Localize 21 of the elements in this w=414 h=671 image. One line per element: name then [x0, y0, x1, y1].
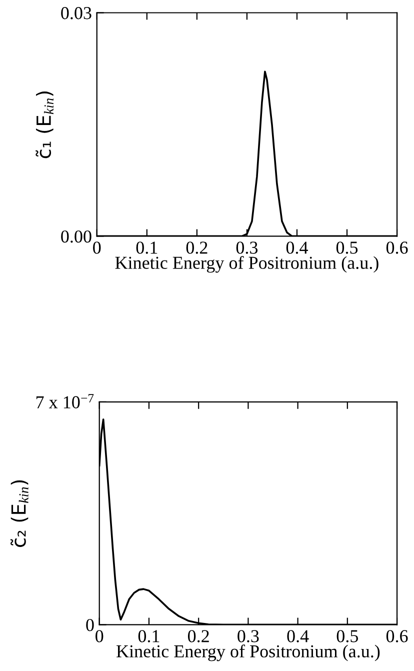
y-tick-label: 0: [86, 618, 94, 632]
x-tick-label: 0.2: [186, 242, 208, 254]
x-tick-label: 0.2: [188, 630, 209, 642]
x-tick-label: 0.3: [236, 242, 258, 254]
x-axis-title: Kinetic Energy of Positronium (a.u.): [115, 256, 378, 273]
x-axis-title: Kinetic Energy of Positronium (a.u.): [116, 644, 380, 662]
x-tick-label: 0.4: [286, 242, 308, 254]
y-tick-label: 7 x 10$^{−7}$: [36, 394, 94, 408]
x-tick-label: 0.1: [136, 242, 158, 254]
x-tick-label: 0.4: [287, 630, 309, 642]
x-tick-label: 0.5: [336, 242, 358, 254]
x-tick-label: 0.6: [386, 630, 408, 642]
y-tick-label: 0.00: [61, 230, 92, 243]
x-tick-label: 0.5: [336, 630, 358, 642]
x-tick-label: 0.3: [238, 630, 259, 642]
x-tick-label: 0: [96, 630, 104, 642]
x-tick-label: 0.6: [386, 242, 408, 254]
x-tick-label: 0.1: [138, 630, 160, 642]
y-tick-label: 0.03: [61, 7, 92, 20]
y-axis-title: c̃₁ (E$_{kin}$): [36, 91, 54, 158]
y-axis-title: c̃₂ (E$_{kin}$): [10, 480, 28, 547]
